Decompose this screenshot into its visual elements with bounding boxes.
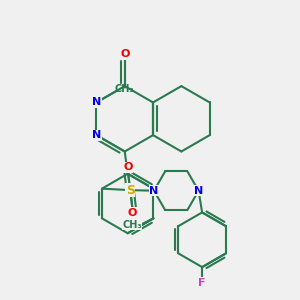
Text: N: N — [194, 186, 203, 196]
Text: F: F — [198, 278, 206, 288]
Text: CH₃: CH₃ — [122, 220, 142, 230]
Text: O: O — [120, 49, 129, 59]
Text: N: N — [92, 130, 101, 140]
Text: N: N — [149, 186, 159, 196]
Text: N: N — [92, 98, 101, 107]
Text: CH₃: CH₃ — [115, 84, 134, 94]
Text: O: O — [123, 162, 133, 172]
Text: O: O — [128, 208, 137, 218]
Text: S: S — [126, 184, 135, 196]
